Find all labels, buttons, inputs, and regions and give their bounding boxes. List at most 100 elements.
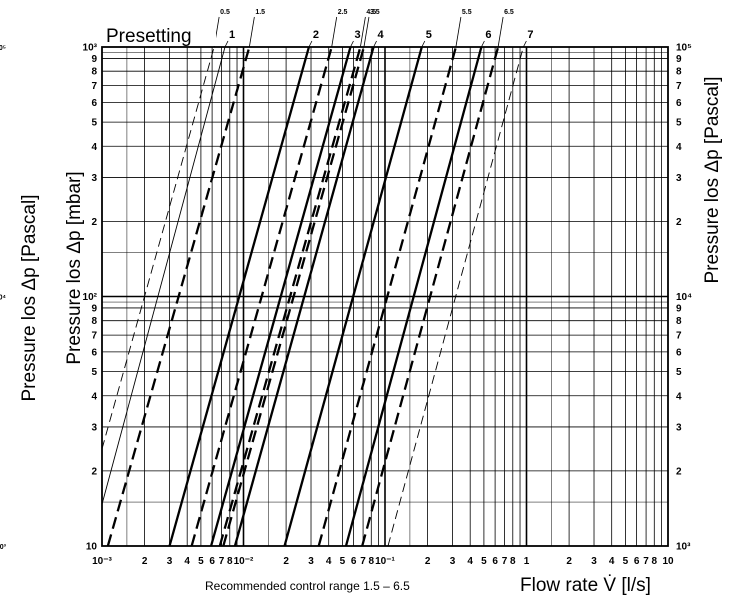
curve-leader-5-5	[455, 16, 462, 48]
curve-label-2: 2	[313, 29, 319, 41]
x-tick-label: 6	[351, 556, 357, 567]
curve-leader-1-5	[248, 16, 255, 48]
y-tick-label-left: 4	[91, 391, 97, 402]
x-tick-label: 7	[360, 556, 366, 567]
title-backdrop	[104, 20, 216, 46]
y-tick-label-right: 10⁵	[676, 43, 692, 54]
x-tick-label: 2	[142, 556, 148, 567]
y-tick-label-left: 10²	[83, 292, 98, 303]
y-tick-label-right: 6	[676, 347, 682, 358]
curve-label-3-5: 3.5	[370, 9, 380, 16]
curve-label-1-5: 1.5	[255, 9, 265, 16]
x-tick-label: 2	[425, 556, 431, 567]
x-tick-label: 7	[502, 556, 508, 567]
y-tick-label-left: 5	[91, 118, 97, 129]
y-tick-label-right: 9	[676, 54, 682, 65]
x-axis-label: Flow rate V̇ [l/s]	[520, 575, 651, 596]
grid	[102, 47, 668, 546]
curve-leader-2-5	[331, 16, 338, 48]
y-tick-label-far-left: 10⁴	[0, 295, 7, 302]
curve-label-6-5: 6.5	[504, 9, 514, 16]
y-tick-label-left: 5	[91, 367, 97, 378]
x-tick-label: 3	[167, 556, 173, 567]
x-tick-label: 10⁻²	[234, 556, 254, 567]
y-tick-label-right: 2	[676, 217, 682, 228]
x-tick-label: 4	[609, 556, 615, 567]
x-tick-label: 3	[308, 556, 314, 567]
x-tick-label: 5	[198, 556, 204, 567]
control-range-note: Recommended control range 1.5 – 6.5	[205, 579, 410, 593]
curve-leader-4-5	[359, 16, 366, 48]
x-tick-label: 6	[634, 556, 640, 567]
y-tick-label-right: 8	[676, 67, 682, 78]
y-tick-label-left: 7	[91, 331, 97, 342]
curve-leader-6-5	[497, 16, 504, 48]
x-tick-label: 5	[340, 556, 346, 567]
y-tick-label-right: 7	[676, 81, 682, 92]
plot-frame	[101, 46, 669, 547]
curve-leader-4	[373, 40, 377, 48]
y-tick-label-left: 3	[91, 422, 97, 433]
y-tick-labels-far-left: 10³ 10⁴ 10⁵	[0, 45, 7, 551]
curve-4	[233, 47, 375, 546]
x-tick-label: 2	[283, 556, 289, 567]
presetting-curves	[102, 47, 524, 546]
y-tick-label-left: 4	[91, 142, 97, 153]
x-tick-labels: 10⁻³ 2 3 4 5 6 7 8 10⁻² 2 3 4 5 6 7 8 10⁻¹ 2 3 4 5 6 7 8 1 2 3 4 5 6 7…	[92, 556, 674, 567]
curve-leader-5	[421, 40, 426, 48]
curve-2	[168, 47, 311, 546]
y-axis-label-inner: Pressure los Δp [mbar]	[64, 171, 85, 364]
curve-label-4: 4	[378, 29, 385, 41]
x-tick-label: 1	[524, 556, 530, 567]
curve-5-5	[317, 47, 458, 546]
curve-label-5-5: 5.5	[462, 9, 472, 16]
curve-leader-2	[308, 40, 313, 48]
y-tick-label-far-left: 10⁵	[0, 45, 6, 52]
curve-leader-1	[224, 40, 229, 48]
curve-label-4-5: 4.5	[366, 9, 376, 16]
curve-0-5	[102, 47, 215, 450]
curve-label-2-5: 2.5	[338, 9, 348, 16]
y-tick-label-right: 10⁴	[676, 292, 692, 303]
y-tick-label-left: 8	[91, 316, 97, 327]
x-tick-label: 8	[510, 556, 516, 567]
x-tick-label: 10⁻¹	[375, 556, 395, 567]
y-tick-label-right: 7	[676, 331, 682, 342]
curve-leader-3-5	[363, 16, 370, 48]
curve-2-5	[190, 47, 333, 546]
x-tick-label: 4	[184, 556, 190, 567]
curve-label-0-5: 0.5	[220, 9, 230, 16]
y-tick-label-right: 9	[676, 303, 682, 314]
curve-label-7: 7	[527, 29, 533, 41]
curve-label-5: 5	[426, 29, 432, 41]
y-tick-label-right: 5	[676, 118, 682, 129]
x-tick-label: 8	[227, 556, 233, 567]
y-tick-label-left: 6	[91, 98, 97, 109]
y-tick-label-right: 10³	[676, 542, 691, 553]
x-tick-label: 3	[450, 556, 456, 567]
y-tick-label-left: 7	[91, 81, 97, 92]
plot-border	[101, 46, 669, 547]
y-tick-label-left: 10³	[83, 43, 98, 54]
y-tick-label-left: 9	[91, 303, 97, 314]
y-tick-label-right: 4	[676, 142, 682, 153]
curve-6	[344, 47, 483, 546]
y-tick-label-right: 2	[676, 466, 682, 477]
x-tick-label: 7	[643, 556, 649, 567]
x-tick-label: 2	[566, 556, 572, 567]
x-tick-label: 3	[591, 556, 597, 567]
curve-5	[283, 47, 423, 546]
y-tick-label-right: 3	[676, 422, 682, 433]
curve-6-5	[361, 47, 500, 546]
curve-4-5	[218, 47, 362, 546]
y-tick-label-right: 4	[676, 391, 682, 402]
x-tick-label: 4	[467, 556, 473, 567]
curve-label-6: 6	[485, 29, 491, 41]
y-tick-label-right: 5	[676, 367, 682, 378]
x-tick-label: 6	[492, 556, 498, 567]
x-tick-label: 10	[662, 556, 674, 567]
y-tick-label-far-left: 10³	[0, 544, 7, 551]
